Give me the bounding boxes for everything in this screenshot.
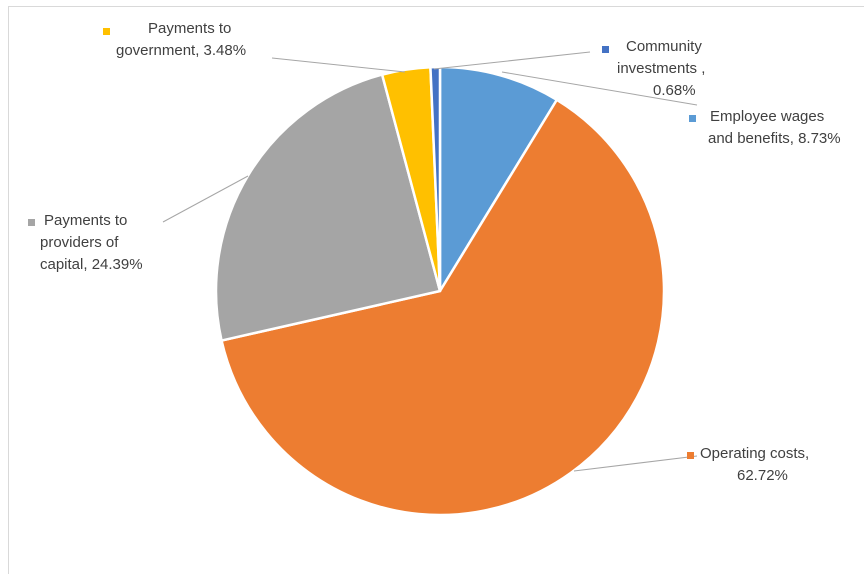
data-label-line: and benefits, 8.73% <box>708 130 841 147</box>
data-label-line: 0.68% <box>653 82 696 99</box>
leader-line <box>573 455 698 472</box>
pie-slice-payments-to-providers-of-capital <box>214 73 442 342</box>
data-label-line: capital, 24.39% <box>40 256 143 273</box>
data-label-line: government, 3.48% <box>116 42 246 59</box>
data-label-line: Operating costs, <box>700 445 809 462</box>
data-label-line: Community <box>626 38 702 55</box>
data-labels: Employee wages and benefits, 8.73% Operati… <box>28 20 841 484</box>
slices-layer <box>214 65 666 517</box>
data-label-line: investments , <box>617 60 705 77</box>
data-label-line: 62.72% <box>737 467 788 484</box>
leader-line <box>271 57 406 73</box>
data-label-line: Employee wages <box>710 108 824 125</box>
leader-line <box>433 51 591 70</box>
leader-lines <box>162 51 698 472</box>
pie-slice-operating-costs <box>220 98 666 517</box>
leader-line <box>162 175 249 223</box>
label-marker <box>687 452 694 459</box>
label-marker <box>103 28 110 35</box>
label-marker <box>689 115 696 122</box>
pie-slice-community-investments <box>429 65 442 293</box>
data-label-line: providers of <box>40 234 119 251</box>
leader-line <box>501 71 698 106</box>
pie-slice-employee-wages-and-benefits <box>438 65 559 293</box>
data-label-line: Payments to <box>148 20 231 37</box>
label-marker <box>28 219 35 226</box>
data-label-line: Payments to <box>44 212 127 229</box>
label-marker <box>602 46 609 53</box>
